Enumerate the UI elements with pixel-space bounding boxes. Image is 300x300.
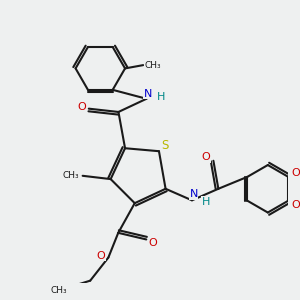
Text: O: O <box>202 152 211 163</box>
Text: H: H <box>202 197 210 207</box>
Text: O: O <box>97 251 106 261</box>
Text: S: S <box>161 139 169 152</box>
Text: CH₃: CH₃ <box>63 171 80 180</box>
Text: H: H <box>157 92 166 102</box>
Text: O: O <box>291 200 300 210</box>
Text: O: O <box>291 168 300 178</box>
Text: N: N <box>144 89 152 99</box>
Text: O: O <box>148 238 157 248</box>
Text: O: O <box>77 102 86 112</box>
Text: N: N <box>189 189 198 200</box>
Text: CH₃: CH₃ <box>51 286 67 295</box>
Text: CH₃: CH₃ <box>145 61 161 70</box>
